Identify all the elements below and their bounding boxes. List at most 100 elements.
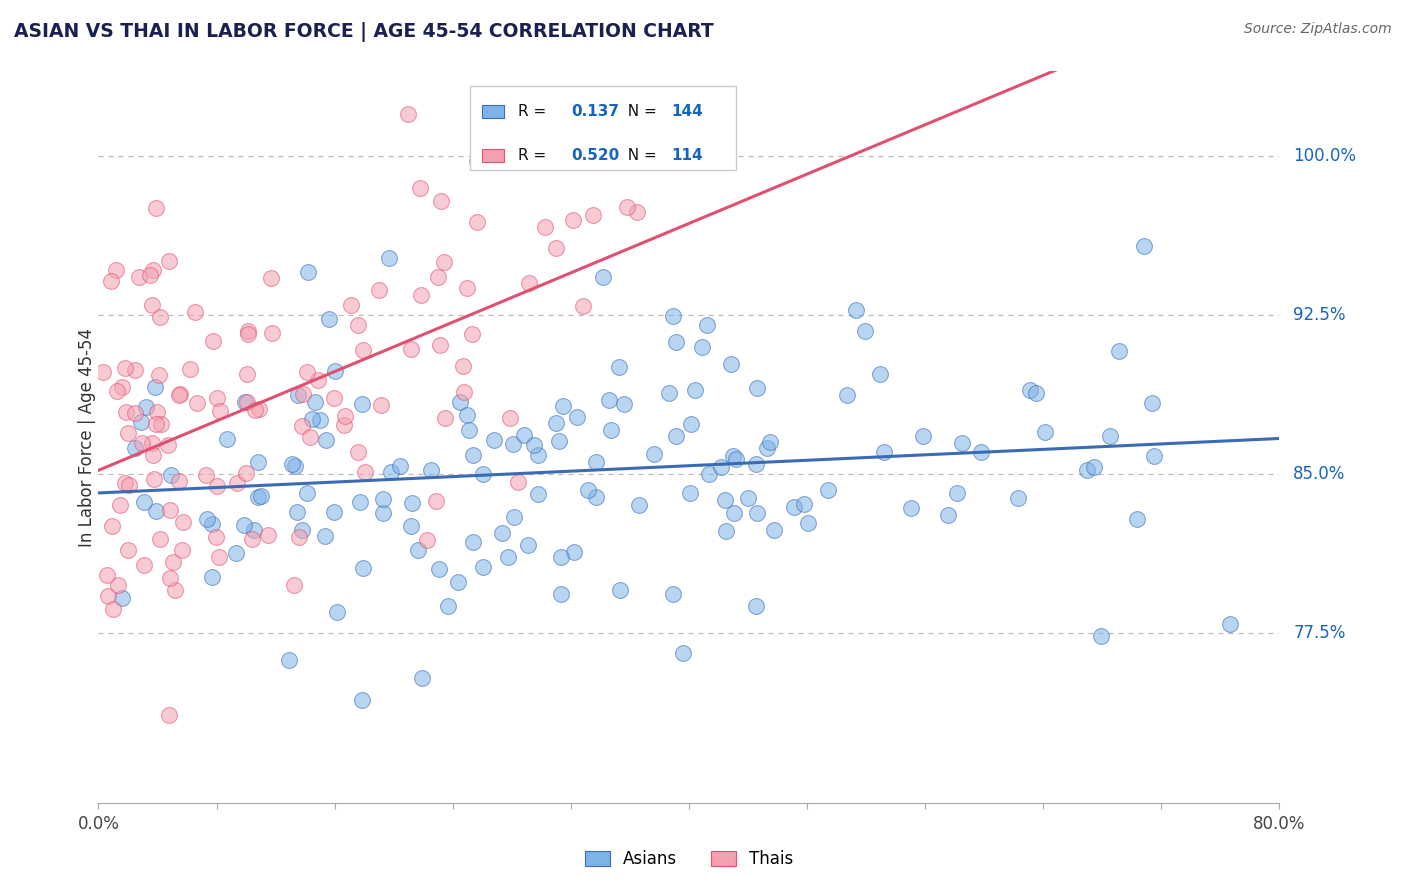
Point (284, 459, 307, 474)
Point (100, 274, 122, 288)
Point (447, 575, 470, 590)
Point (658, 385, 681, 400)
Point (340, 297, 363, 311)
Point (506, 475, 529, 489)
Point (134, 558, 156, 572)
Point (585, 490, 607, 504)
Point (250, 489, 273, 503)
Point (110, 380, 132, 394)
Point (367, 284, 389, 298)
Point (91, 365, 114, 379)
Point (318, 312, 340, 326)
Point (544, 416, 567, 430)
Point (1083, 460, 1105, 475)
Point (389, 458, 412, 473)
Point (433, 411, 456, 425)
Text: ASIAN VS THAI IN LABOR FORCE | AGE 45-54 CORRELATION CHART: ASIAN VS THAI IN LABOR FORCE | AGE 45-54… (14, 22, 714, 42)
Point (347, 318, 370, 333)
Point (114, 476, 136, 491)
Point (565, 410, 588, 425)
Point (665, 334, 688, 349)
Point (723, 506, 745, 520)
Point (745, 599, 768, 613)
Point (352, 343, 374, 358)
Point (352, 397, 374, 411)
Point (460, 326, 482, 341)
Text: 0.137: 0.137 (571, 104, 619, 120)
Point (737, 491, 759, 505)
Point (662, 587, 685, 601)
Point (745, 381, 768, 395)
Text: N =: N = (619, 148, 662, 163)
Point (1076, 463, 1098, 477)
Point (167, 475, 190, 489)
Point (429, 337, 451, 351)
Point (1142, 449, 1164, 463)
Point (209, 404, 232, 418)
Point (835, 388, 858, 402)
Point (429, 194, 451, 208)
Point (225, 475, 247, 490)
Point (225, 546, 247, 560)
Point (315, 433, 337, 447)
Point (592, 269, 614, 284)
Point (325, 605, 347, 619)
Point (287, 388, 309, 402)
Point (149, 532, 172, 546)
Point (553, 399, 575, 413)
Point (117, 426, 139, 441)
Point (236, 327, 259, 342)
Point (517, 277, 540, 291)
Point (145, 417, 167, 432)
Point (208, 550, 231, 565)
Point (377, 251, 399, 265)
Point (683, 383, 706, 397)
Point (1019, 383, 1042, 397)
Point (179, 362, 201, 376)
Point (370, 398, 392, 412)
Text: 77.5%: 77.5% (1294, 624, 1346, 642)
Point (598, 392, 620, 407)
Point (172, 515, 194, 529)
Point (135, 400, 157, 414)
Point (679, 417, 702, 431)
Point (148, 368, 170, 382)
Point (117, 542, 139, 557)
Point (950, 436, 973, 450)
Point (502, 436, 524, 450)
Point (373, 506, 395, 520)
Point (544, 241, 567, 255)
Point (111, 591, 134, 605)
Point (697, 467, 720, 481)
Point (243, 524, 266, 538)
Point (246, 490, 269, 504)
Point (817, 483, 839, 497)
Point (131, 415, 153, 429)
Point (562, 213, 585, 227)
Point (307, 373, 329, 387)
Point (333, 418, 356, 433)
Point (437, 599, 460, 613)
Point (157, 708, 180, 723)
Point (145, 404, 167, 418)
Point (134, 494, 156, 508)
Point (710, 459, 733, 474)
Point (128, 269, 150, 284)
Point (142, 263, 165, 277)
Point (233, 517, 256, 532)
Point (247, 455, 270, 469)
Point (714, 524, 737, 539)
Point (107, 578, 129, 592)
Point (195, 512, 218, 526)
Point (256, 528, 278, 542)
Point (491, 525, 513, 540)
Point (1219, 616, 1241, 631)
Point (333, 409, 356, 424)
Point (131, 436, 153, 450)
FancyBboxPatch shape (471, 86, 737, 170)
Point (186, 396, 208, 410)
Point (409, 287, 432, 301)
Point (471, 559, 494, 574)
Point (783, 500, 806, 515)
Point (562, 545, 585, 559)
